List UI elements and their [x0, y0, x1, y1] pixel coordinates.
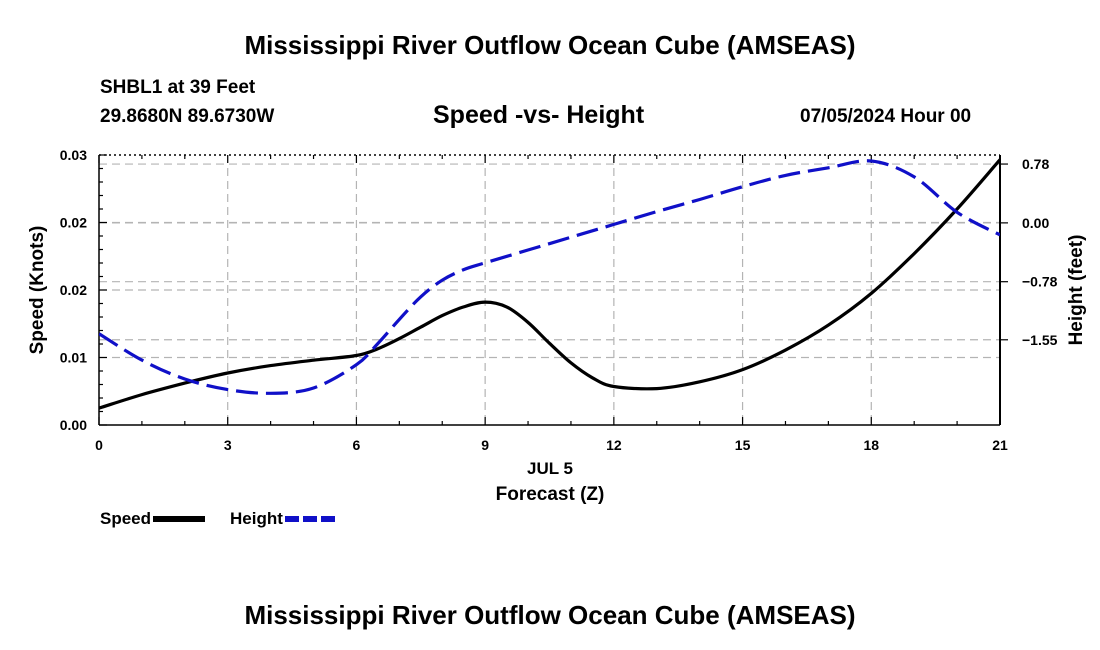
y-left-tick-label: 0.00 [60, 417, 87, 433]
x-tick-label: 6 [353, 437, 361, 453]
chart-title: Mississippi River Outflow Ocean Cube (AM… [244, 30, 856, 60]
series-line-height [99, 159, 1000, 395]
x-tick-label: 18 [863, 437, 879, 453]
y-right-axis-title: Height (feet) [1066, 235, 1087, 346]
station-coordinates: 29.8680N 89.6730W [100, 106, 275, 127]
y-right-tick-label: 0.78 [1022, 156, 1049, 172]
x-axis-date-label: JUL 5 [527, 459, 573, 478]
legend-speed-label: Speed [100, 509, 152, 528]
y-left-axis-title: Speed (Knots) [27, 226, 48, 355]
y-left-tick-label: 0.02 [60, 215, 87, 231]
y-right-tick-label: −1.55 [1022, 332, 1058, 348]
chart-subtitle: Speed -vs- Height [433, 101, 645, 129]
legend-speed-swatch [153, 516, 206, 522]
legend-speed: Speed [100, 509, 206, 529]
chart-title-repeat: Mississippi River Outflow Ocean Cube (AM… [244, 600, 856, 630]
x-tick-label: 21 [992, 437, 1008, 453]
legend-height-swatch [284, 516, 337, 522]
forecast-datetime: 07/05/2024 Hour 00 [800, 106, 972, 127]
station-name: SHBL1 at 39 Feet [100, 77, 256, 98]
x-tick-label: 12 [606, 437, 622, 453]
y-left-tick-label: 0.01 [60, 350, 87, 366]
series-line-speed [99, 158, 1000, 410]
y-left-tick-label: 0.03 [60, 147, 87, 163]
x-axis-title: Forecast (Z) [496, 484, 605, 505]
x-tick-label: 9 [481, 437, 489, 453]
y-right-tick-label: 0.00 [1022, 215, 1049, 231]
x-tick-label: 15 [735, 437, 751, 453]
x-tick-label: 3 [224, 437, 232, 453]
x-tick-label: 0 [95, 437, 103, 453]
legend-height: Height [230, 509, 337, 529]
legend-height-label: Height [230, 509, 283, 528]
y-left-tick-label: 0.02 [60, 282, 87, 298]
y-right-tick-label: −0.78 [1022, 274, 1058, 290]
